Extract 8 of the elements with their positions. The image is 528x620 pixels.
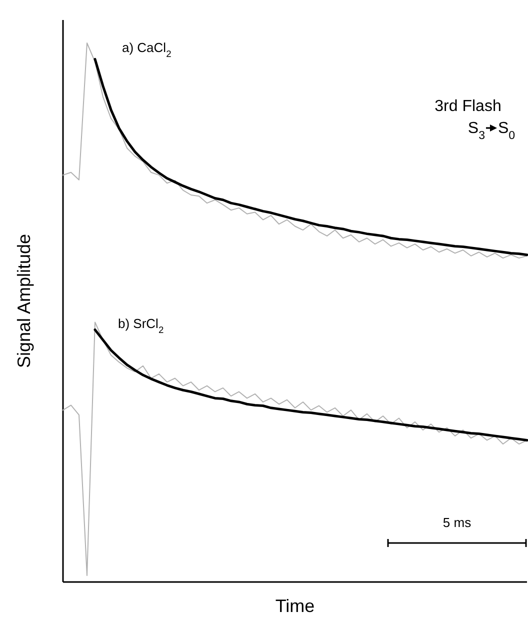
annotation: a) CaCl$_{2}$ [122, 40, 172, 59]
annotation: 3rd Flash [434, 98, 502, 115]
y-axis-title: Signal Amplitude [14, 234, 34, 368]
annotation: b) SrCl$_{2}$ [118, 316, 164, 335]
annotation: S$_{3}$ [468, 120, 485, 142]
x-axis-title: Time [275, 596, 315, 616]
annotation: S$_{0}$ [498, 120, 516, 142]
annotation: 5 ms [442, 515, 472, 530]
